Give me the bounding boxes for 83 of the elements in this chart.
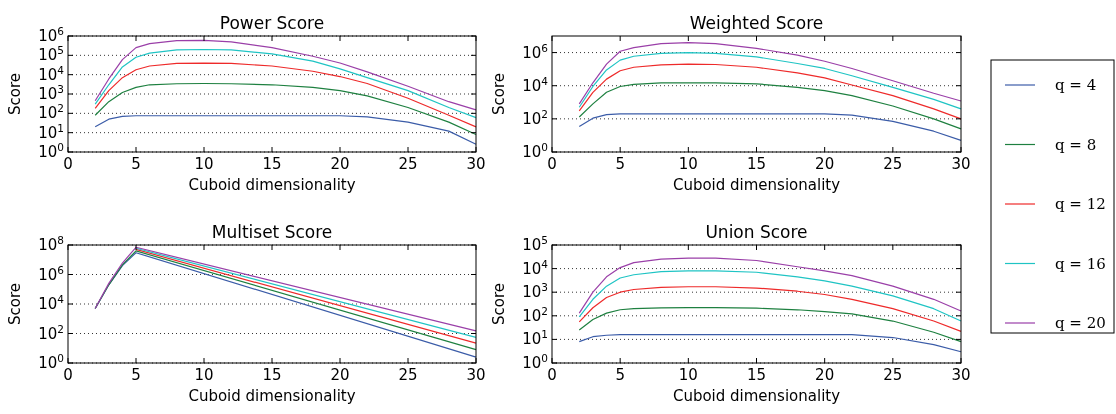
- line-series: [578, 82, 962, 130]
- x-tick-label: 15: [262, 366, 282, 384]
- line-series: [578, 307, 962, 343]
- x-tick-label: 25: [883, 155, 903, 173]
- line-series: [578, 41, 962, 105]
- y-tick-label: 10$^{6}$: [38, 263, 65, 284]
- y-tick-label: 10$^{1}$: [522, 328, 548, 349]
- line-series: [578, 51, 962, 110]
- y-tick-label: 10$^{4}$: [38, 293, 65, 313]
- line-series: [578, 257, 962, 314]
- y-tick-label: 10$^{6}$: [38, 25, 65, 45]
- y-axis-title: Score: [490, 282, 508, 326]
- x-tick-label: 10: [678, 366, 698, 384]
- y-tick-label: 10$^{2}$: [522, 304, 548, 325]
- chart-title: Weighted Score: [689, 13, 824, 33]
- line-series: [94, 115, 477, 145]
- line-series: [578, 270, 962, 322]
- y-tick-label: 10$^{0}$: [522, 141, 548, 161]
- line-series: [578, 113, 962, 142]
- x-tick-label: 0: [547, 155, 557, 173]
- x-tick-label: 30: [466, 366, 486, 384]
- y-axis-title: Score: [6, 72, 24, 116]
- x-tick-label: 20: [330, 366, 350, 384]
- y-tick-label: 10$^{3}$: [38, 83, 64, 103]
- y-tick-label: 10$^{0}$: [38, 141, 64, 161]
- legend-label: q = 20: [1055, 314, 1106, 332]
- chart-title: Union Score: [705, 222, 808, 242]
- line-series: [94, 39, 477, 111]
- x-tick-label: 25: [398, 155, 418, 173]
- line-series: [94, 246, 477, 332]
- x-tick-label: 5: [615, 155, 625, 173]
- y-tick-label: 10$^{5}$: [38, 44, 64, 65]
- x-tick-label: 30: [951, 366, 971, 384]
- y-tick-label: 10$^{5}$: [522, 234, 548, 254]
- line-series: [578, 286, 962, 332]
- y-tick-label: 10$^{2}$: [522, 107, 548, 128]
- x-tick-label: 25: [398, 366, 418, 384]
- chart-title: Power Score: [219, 13, 325, 33]
- x-tick-label: 5: [131, 155, 141, 173]
- y-tick-label: 10$^{8}$: [38, 234, 64, 254]
- x-axis-title: Cuboid dimensionality: [188, 176, 356, 194]
- x-axis-title: Cuboid dimensionality: [672, 387, 841, 405]
- x-tick-label: 20: [815, 155, 835, 173]
- y-tick-label: 10$^{4}$: [38, 63, 65, 84]
- x-tick-label: 15: [262, 155, 282, 173]
- x-tick-label: 20: [330, 155, 350, 173]
- x-tick-label: 10: [194, 366, 214, 384]
- chart-title: Multiset Score: [211, 222, 333, 242]
- x-tick-label: 30: [466, 155, 486, 173]
- x-tick-label: 10: [678, 155, 698, 173]
- x-tick-label: 15: [746, 155, 767, 173]
- legend-label: q = 8: [1055, 135, 1097, 154]
- line-series: [578, 63, 962, 120]
- y-axis-title: Score: [490, 72, 508, 116]
- x-tick-label: 5: [615, 366, 625, 384]
- x-tick-label: 20: [815, 366, 835, 384]
- line-series: [94, 62, 477, 128]
- x-tick-label: 0: [547, 366, 557, 384]
- x-tick-label: 0: [63, 155, 73, 173]
- line-series: [578, 333, 962, 353]
- line-series: [94, 82, 477, 136]
- y-tick-label: 10$^{2}$: [38, 102, 64, 123]
- y-tick-label: 10$^{0}$: [38, 352, 64, 372]
- y-tick-label: 10$^{6}$: [522, 41, 549, 62]
- y-tick-label: 10$^{0}$: [522, 352, 548, 372]
- y-tick-label: 10$^{4}$: [522, 74, 549, 95]
- x-tick-label: 0: [63, 366, 73, 384]
- line-series: [94, 48, 477, 119]
- x-tick-label: 30: [951, 155, 971, 173]
- x-tick-label: 25: [883, 366, 903, 384]
- legend-label: q = 16: [1055, 254, 1106, 273]
- y-axis-title: Score: [6, 282, 24, 326]
- legend-label: q = 4: [1055, 76, 1097, 94]
- x-tick-label: 10: [194, 155, 214, 173]
- x-axis-title: Cuboid dimensionality: [188, 387, 356, 405]
- x-axis-title: Cuboid dimensionality: [672, 176, 841, 194]
- x-tick-label: 15: [746, 366, 767, 384]
- y-tick-label: 10$^{1}$: [38, 121, 64, 142]
- y-tick-label: 10$^{2}$: [38, 322, 64, 343]
- legend-label: q = 12: [1055, 195, 1106, 213]
- x-tick-label: 5: [131, 366, 141, 384]
- y-tick-label: 10$^{3}$: [522, 281, 548, 302]
- y-tick-label: 10$^{4}$: [522, 257, 549, 278]
